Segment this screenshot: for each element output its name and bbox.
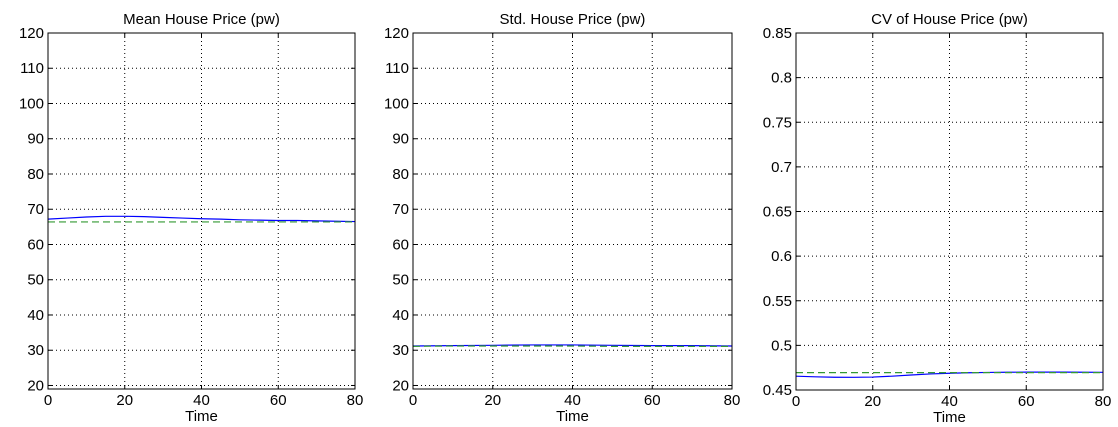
y-tick-label: 90 bbox=[27, 131, 44, 148]
y-tick-label: 30 bbox=[392, 342, 409, 359]
y-tick-label: 30 bbox=[27, 342, 44, 359]
y-tick-label: 80 bbox=[27, 166, 44, 183]
y-tick-label: 70 bbox=[392, 201, 409, 218]
x-tick-label: 80 bbox=[1095, 393, 1112, 410]
y-tick-label: 0.65 bbox=[763, 204, 792, 221]
solid-series-line bbox=[47, 215, 356, 223]
y-tick-label: 50 bbox=[392, 272, 409, 289]
x-tick-label: 0 bbox=[409, 392, 417, 409]
x-tick-label: 0 bbox=[44, 392, 52, 409]
x-tick-label: 60 bbox=[644, 392, 661, 409]
y-tick-label: 20 bbox=[27, 377, 44, 394]
x-tick-label: 40 bbox=[193, 392, 210, 409]
chart-title: Std. House Price (pw) bbox=[500, 11, 646, 28]
x-axis-label: Time bbox=[556, 408, 589, 425]
y-tick-label: 60 bbox=[27, 236, 44, 253]
chart-title: Mean House Price (pw) bbox=[123, 11, 280, 28]
y-tick-label: 40 bbox=[27, 307, 44, 324]
y-tick-label: 0.6 bbox=[771, 248, 792, 265]
y-tick-label: 110 bbox=[385, 60, 409, 77]
chart-panel-3: 0 20 40 60 80 0.45 0.5 0.55 0.6 0.65 0.7 0.75 0.8 0.8… bbox=[763, 11, 1112, 426]
x-tick-label: 20 bbox=[864, 393, 881, 410]
y-tick-label: 0.5 bbox=[771, 337, 792, 354]
x-axis-label: Time bbox=[185, 408, 218, 425]
y-tick-label: 0.85 bbox=[763, 25, 792, 42]
plot-area bbox=[796, 33, 1103, 390]
y-tick-label: 20 bbox=[392, 377, 409, 394]
y-tick-label: 50 bbox=[27, 272, 44, 289]
y-tick-label: 90 bbox=[392, 131, 409, 148]
y-tick-label: 0.45 bbox=[763, 382, 792, 399]
x-tick-label: 0 bbox=[792, 393, 800, 410]
x-tick-label: 60 bbox=[270, 392, 287, 409]
y-tick-label: 0.8 bbox=[771, 70, 792, 87]
x-tick-label: 80 bbox=[724, 392, 741, 409]
y-tick-label: 120 bbox=[19, 25, 44, 42]
y-tick-label: 120 bbox=[384, 25, 409, 42]
y-tick-label: 100 bbox=[384, 95, 409, 112]
x-tick-label: 40 bbox=[941, 393, 958, 410]
y-tick-label: 0.75 bbox=[763, 114, 792, 131]
y-tick-label: 70 bbox=[27, 201, 44, 218]
plot-area bbox=[413, 33, 732, 389]
y-tick-label: 80 bbox=[392, 166, 409, 183]
x-axis-label: Time bbox=[933, 409, 966, 426]
x-tick-label: 40 bbox=[564, 392, 581, 409]
y-tick-label: 40 bbox=[392, 307, 409, 324]
x-tick-label: 80 bbox=[347, 392, 364, 409]
x-tick-label: 20 bbox=[116, 392, 133, 409]
y-tick-label: 0.7 bbox=[771, 159, 792, 176]
y-tick-label: 100 bbox=[19, 95, 44, 112]
solid-series-line bbox=[412, 344, 733, 347]
y-tick-label: 110 bbox=[20, 60, 44, 77]
chart-title: CV of House Price (pw) bbox=[871, 11, 1028, 28]
y-tick-label: 0.55 bbox=[763, 293, 792, 310]
x-tick-label: 20 bbox=[484, 392, 501, 409]
y-tick-label: 60 bbox=[392, 236, 409, 253]
x-tick-label: 60 bbox=[1018, 393, 1035, 410]
plot-area bbox=[48, 33, 355, 389]
